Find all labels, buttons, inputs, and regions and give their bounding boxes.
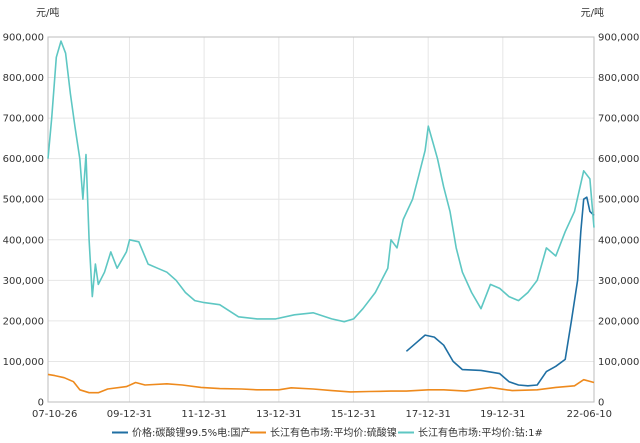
y-tick-label-left: 900,000 — [3, 33, 44, 44]
series-line-2 — [47, 40, 595, 323]
y-tick-label-left: 400,000 — [3, 235, 44, 246]
series-layer — [47, 40, 595, 394]
legend: 价格:碳酸锂99.5%电:国产 长江有色市场:平均价:硫酸镍 长江有色市场:平均价:… — [112, 426, 543, 439]
y-tick-label-right: 500,000 — [598, 195, 639, 206]
y-tick-label-left: 600,000 — [3, 154, 44, 165]
x-tick-label: 07-10-26 — [32, 409, 77, 420]
y-tick-label-right: 100,000 — [598, 357, 639, 368]
y-tick-label-left: 0 — [38, 398, 44, 409]
y-tick-label-right: 700,000 — [598, 114, 639, 125]
y-tick-label-left: 300,000 — [3, 276, 44, 287]
y-unit-right: 元/吨 — [581, 6, 604, 19]
legend-label: 长江有色市场:平均价:钴:1# — [418, 426, 543, 439]
x-tick-label: 11-12-31 — [181, 409, 226, 420]
legend-label: 价格:碳酸锂99.5%电:国产 — [132, 426, 251, 439]
x-tick-label: 09-12-31 — [107, 409, 152, 420]
y-tick-label-right: 300,000 — [598, 276, 639, 287]
axes: 0 0 100,000 100,000 200,000 200,000 300,000 300… — [3, 33, 640, 421]
x-tick-label: 17-12-31 — [405, 409, 450, 420]
legend-label: 长江有色市场:平均价:硫酸镍 — [270, 426, 397, 439]
y-tick-label-right: 400,000 — [598, 235, 639, 246]
series-line-0 — [405, 196, 595, 387]
x-tick-label: 15-12-31 — [331, 409, 376, 420]
y-tick-label-left: 200,000 — [3, 316, 44, 327]
y-unit-left: 元/吨 — [36, 6, 59, 19]
y-tick-label-left: 700,000 — [3, 114, 44, 125]
y-tick-label-right: 0 — [598, 398, 604, 409]
y-tick-label-right: 900,000 — [598, 33, 639, 44]
x-tick-label: 13-12-31 — [256, 409, 301, 420]
y-tick-label-right: 800,000 — [598, 73, 639, 84]
y-tick-label-right: 200,000 — [598, 316, 639, 327]
x-tick-label: 22-06-10 — [567, 409, 612, 420]
series-line-1 — [47, 373, 595, 394]
y-tick-label-left: 500,000 — [3, 195, 44, 206]
y-tick-label-right: 600,000 — [598, 154, 639, 165]
y-tick-label-left: 800,000 — [3, 73, 44, 84]
y-tick-label-left: 100,000 — [3, 357, 44, 368]
x-tick-label: 19-12-31 — [480, 409, 525, 420]
